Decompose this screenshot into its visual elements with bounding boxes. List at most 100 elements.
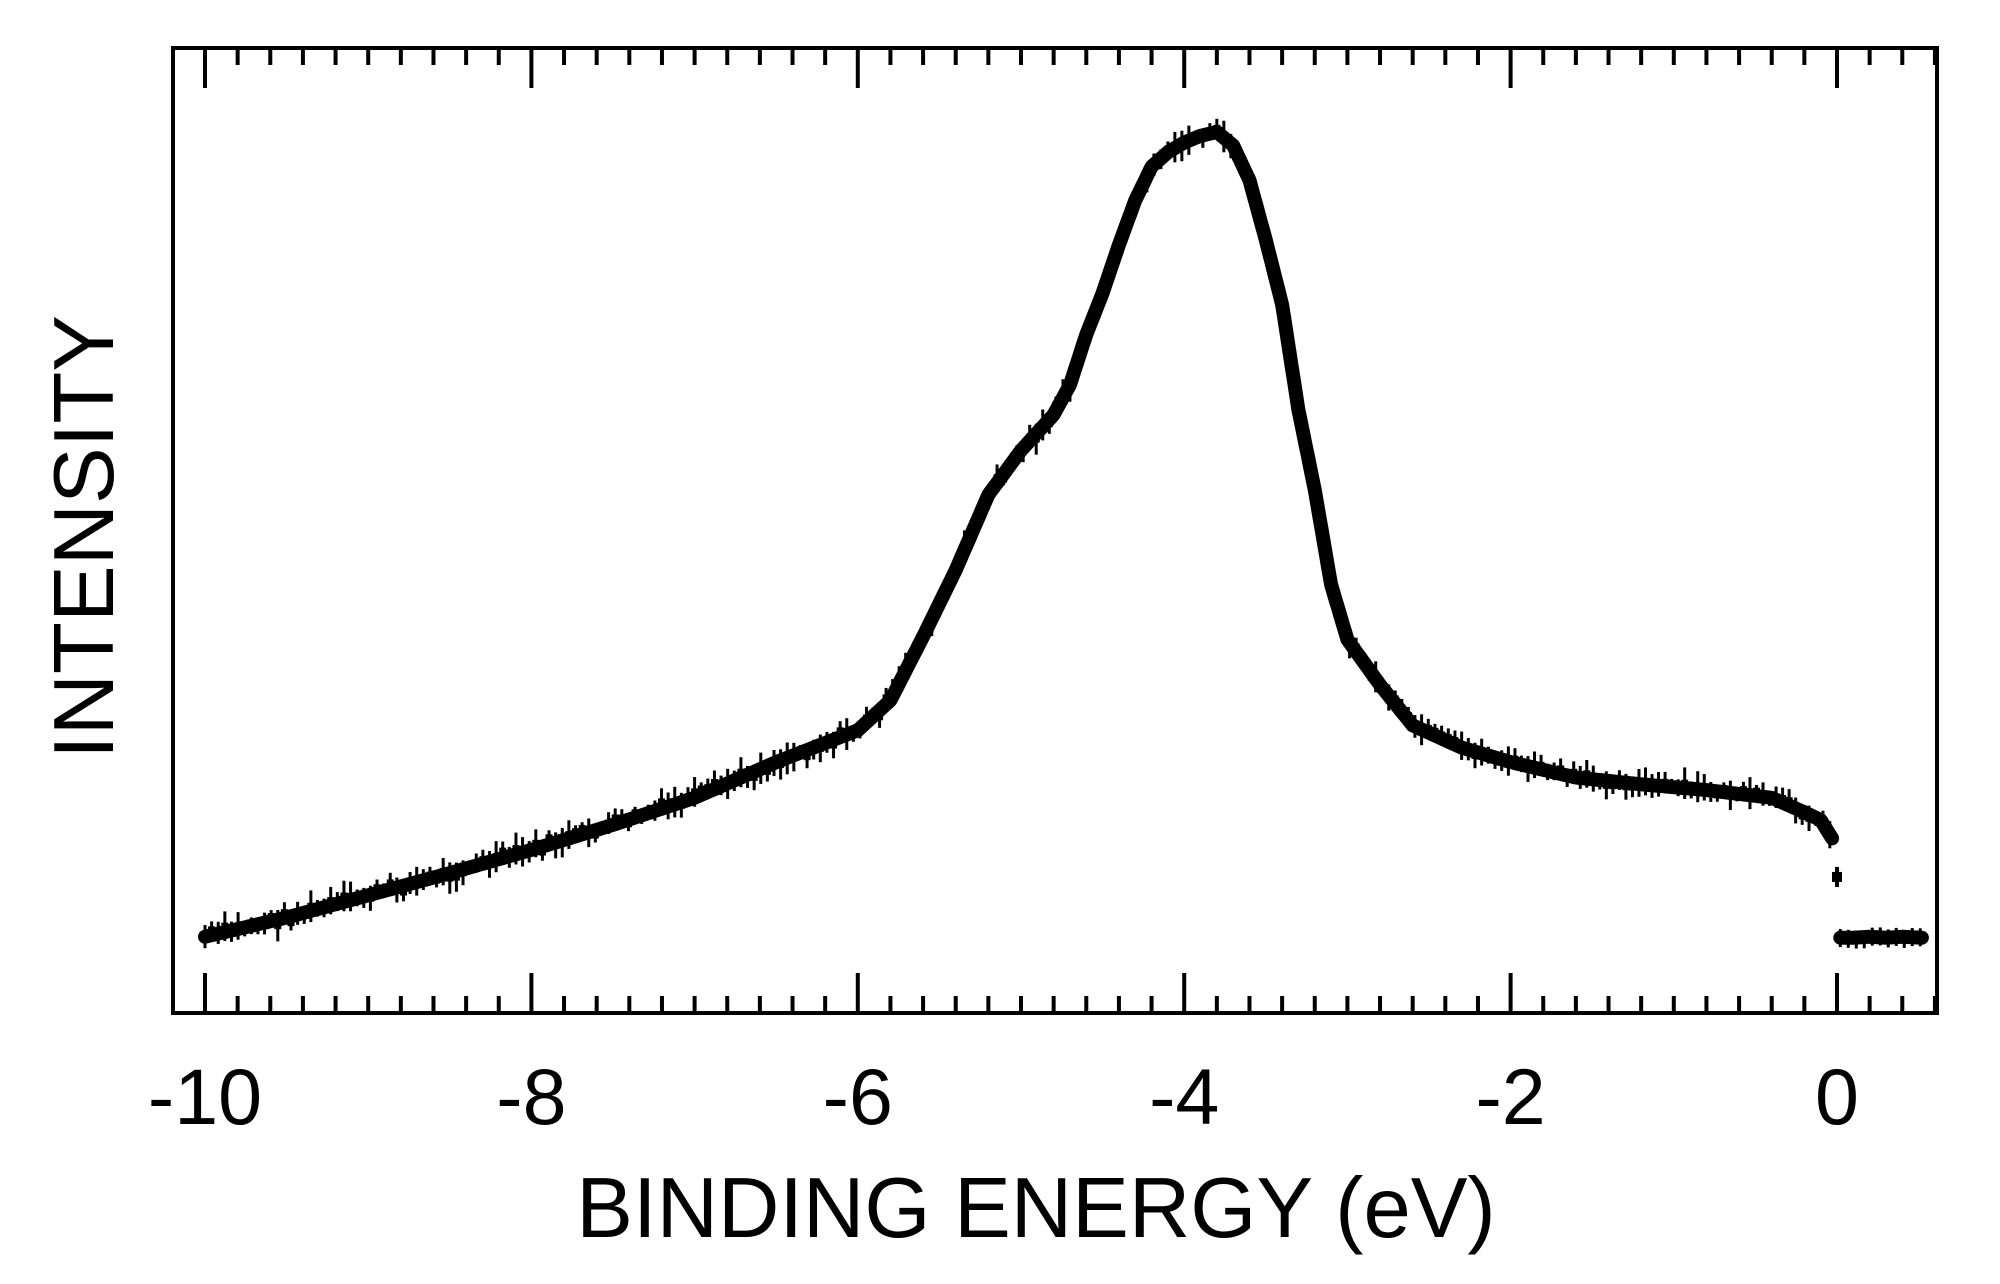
data-point	[1143, 175, 1151, 183]
data-point	[664, 802, 672, 810]
data-point	[1491, 756, 1499, 764]
data-point	[1157, 155, 1165, 163]
data-point	[856, 727, 864, 735]
data-point	[677, 801, 685, 809]
data-point	[525, 848, 533, 856]
data-point	[1185, 136, 1193, 144]
data-point	[399, 888, 407, 896]
data-point	[1073, 356, 1081, 364]
data-point	[796, 748, 804, 756]
data-point	[1752, 787, 1760, 795]
data-point	[1424, 724, 1432, 732]
data-point	[876, 713, 884, 721]
data-point	[406, 879, 414, 887]
data-point	[1557, 765, 1565, 773]
data-point	[1798, 812, 1806, 820]
data-point	[1826, 831, 1834, 839]
data-point	[572, 828, 580, 836]
data-point	[973, 521, 981, 529]
data-point	[631, 809, 639, 817]
data-point	[1779, 795, 1787, 803]
data-point	[1471, 751, 1479, 759]
data-point	[333, 898, 341, 906]
data-point	[730, 777, 738, 785]
data-point	[928, 620, 936, 628]
data-point	[1431, 727, 1439, 735]
data-point	[710, 779, 718, 787]
data-point	[1013, 450, 1021, 458]
data-point	[1032, 435, 1040, 443]
plot-frame	[171, 46, 1939, 1015]
data-point	[552, 841, 560, 849]
data-point	[651, 807, 659, 815]
data-point	[1589, 775, 1597, 783]
data-point	[221, 922, 229, 930]
data-point	[1066, 382, 1074, 390]
data-point	[1039, 421, 1047, 429]
data-point	[1290, 375, 1298, 383]
data-point	[1006, 462, 1014, 470]
data-point	[1713, 791, 1721, 799]
data-point	[1385, 694, 1393, 702]
data-point	[1484, 751, 1492, 759]
data-point	[843, 730, 851, 738]
x-tick-labels: -10 -8 -6 -4 -2 0	[148, 1052, 1859, 1141]
data-point	[1739, 786, 1747, 794]
data-point	[1171, 143, 1179, 151]
data-point	[1700, 783, 1708, 791]
data-point	[532, 839, 540, 847]
data-point	[1283, 327, 1291, 335]
data-point	[1583, 770, 1591, 778]
data-point	[373, 884, 381, 892]
data-point	[1733, 791, 1741, 799]
data-point	[717, 781, 725, 789]
data-point	[287, 919, 295, 927]
data-point	[987, 486, 995, 494]
data-point	[1101, 280, 1109, 288]
data-point	[1129, 203, 1137, 211]
x-tick-label: -8	[496, 1052, 566, 1141]
data-point	[340, 892, 348, 900]
data-point	[214, 929, 222, 937]
data-point	[1220, 133, 1228, 141]
data-point	[605, 819, 613, 827]
data-point	[1635, 779, 1643, 787]
data-point	[1785, 797, 1793, 805]
x-tick-label: 0	[1815, 1052, 1859, 1141]
data-point	[519, 848, 527, 856]
data-point	[1642, 777, 1650, 785]
data-point	[505, 853, 513, 861]
data-point	[1576, 773, 1584, 781]
data-point	[1234, 152, 1242, 160]
data-point	[1668, 782, 1676, 790]
data-point	[1805, 814, 1813, 822]
data-point	[1059, 388, 1067, 396]
data-point	[585, 829, 593, 837]
data-point	[1080, 335, 1088, 343]
data-point	[724, 780, 732, 788]
data-point	[578, 824, 586, 832]
data-point	[980, 499, 988, 507]
data-point	[1544, 769, 1552, 777]
data-point	[1832, 871, 1842, 882]
data-point	[770, 759, 778, 767]
data-point	[1602, 781, 1610, 789]
data-point	[1615, 776, 1623, 784]
data-point	[1339, 623, 1347, 631]
data-point	[1537, 761, 1545, 769]
data-point	[466, 864, 474, 872]
data-point	[1248, 185, 1256, 193]
data-point	[360, 894, 368, 902]
data-point	[1478, 748, 1486, 756]
data-point	[1019, 447, 1027, 455]
x-tick-label: -2	[1475, 1052, 1545, 1141]
data-point	[512, 845, 520, 853]
data-point	[810, 746, 818, 754]
data-point	[459, 869, 467, 877]
data-point	[1681, 779, 1689, 787]
data-point	[366, 894, 374, 902]
data-point	[452, 873, 460, 881]
data-point	[908, 655, 916, 663]
